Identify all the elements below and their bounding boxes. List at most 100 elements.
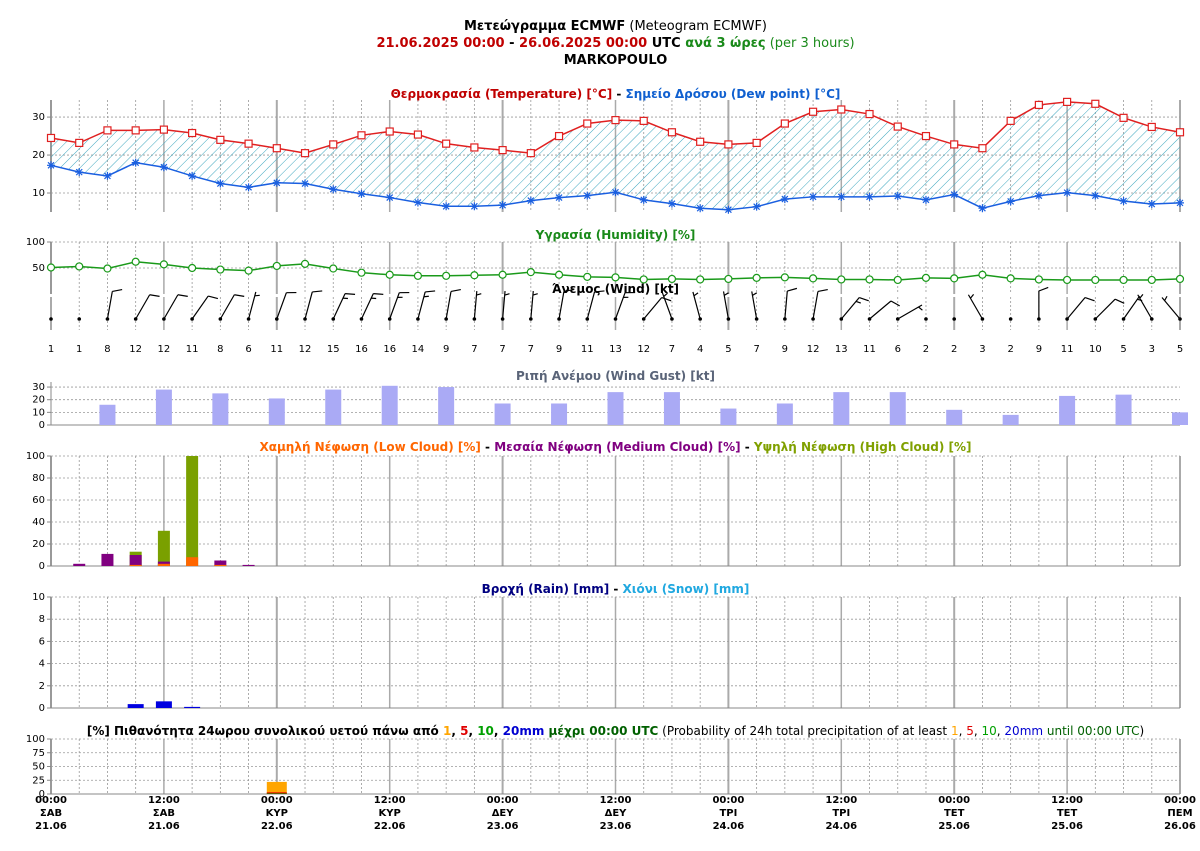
barb-staff bbox=[869, 300, 892, 320]
marker bbox=[46, 263, 56, 272]
marker bbox=[1034, 100, 1043, 110]
y-tick-label: 60 bbox=[32, 495, 45, 506]
x-tick-label: ΣΑΒ bbox=[153, 808, 175, 819]
barb-half bbox=[532, 293, 538, 296]
wind-speed-label: 9 bbox=[556, 344, 562, 355]
wind-barb bbox=[895, 304, 923, 321]
wind-barb bbox=[49, 317, 53, 321]
marker bbox=[1147, 122, 1156, 132]
wind-barb bbox=[924, 317, 928, 321]
marker bbox=[780, 195, 789, 204]
y-tick-label: 20 bbox=[32, 539, 45, 550]
title-part: - bbox=[741, 440, 754, 454]
wind-barb bbox=[218, 294, 245, 321]
barb-flag bbox=[425, 290, 436, 293]
x-tick-label: 12:00 bbox=[374, 795, 406, 806]
title-part: , bbox=[974, 724, 982, 738]
wind-barb bbox=[811, 288, 828, 321]
y-tick-label: 100 bbox=[26, 451, 45, 462]
title-part: 10 bbox=[477, 724, 494, 738]
title-part: - bbox=[481, 440, 494, 454]
title-part: Χαμηλή Νέφωση (Low Cloud) [%] bbox=[259, 440, 480, 454]
marker bbox=[1062, 275, 1072, 285]
marker bbox=[1119, 275, 1128, 285]
wind-barb bbox=[529, 291, 538, 321]
marker bbox=[103, 126, 112, 135]
wind-barb bbox=[105, 288, 123, 321]
barb-half bbox=[855, 300, 862, 304]
marker bbox=[780, 273, 789, 282]
marker bbox=[75, 262, 84, 271]
marker bbox=[188, 128, 197, 138]
y-tick-label: 0 bbox=[39, 703, 45, 714]
panel-title: Ριπή Ανέμου (Wind Gust) [kt] bbox=[516, 369, 715, 383]
wind-barb bbox=[77, 317, 82, 321]
barb-staff bbox=[106, 291, 113, 320]
marker bbox=[498, 201, 507, 210]
marker bbox=[159, 163, 168, 172]
x-tick-label: 25.06 bbox=[938, 821, 970, 832]
marker bbox=[244, 183, 253, 192]
marker bbox=[1147, 200, 1156, 209]
wind-barb bbox=[387, 291, 410, 321]
wind-barb bbox=[585, 290, 605, 321]
bar bbox=[663, 392, 680, 425]
marker bbox=[554, 270, 564, 279]
title-part: Μετεώγραμμα ECMWF bbox=[464, 19, 625, 34]
title-part: Θερμοκρασία (Temperature) [°C] bbox=[391, 87, 613, 101]
bar bbox=[268, 398, 285, 425]
y-tick-label: 20 bbox=[32, 395, 45, 406]
marker bbox=[1006, 274, 1015, 283]
wind-barb bbox=[967, 293, 985, 321]
wind-speed-label: 9 bbox=[782, 344, 788, 355]
barb-base bbox=[49, 317, 53, 321]
panel-title: Χαμηλή Νέφωση (Low Cloud) [%] - Μεσαία Ν… bbox=[259, 440, 971, 454]
barb-staff bbox=[276, 292, 287, 320]
barb-staff bbox=[473, 291, 478, 320]
barb-staff bbox=[586, 291, 596, 320]
marker bbox=[498, 270, 507, 279]
marker bbox=[329, 140, 338, 149]
wind-barb bbox=[722, 291, 731, 321]
marker bbox=[498, 146, 507, 155]
bar bbox=[186, 456, 199, 566]
barb-staff bbox=[502, 291, 506, 320]
barb-staff bbox=[784, 291, 788, 320]
x-tick-label: 12:00 bbox=[148, 795, 180, 806]
title-part: , bbox=[451, 724, 460, 738]
bar bbox=[833, 392, 850, 425]
title-part: 20mm bbox=[1004, 724, 1043, 738]
wind-speed-label: 9 bbox=[443, 344, 449, 355]
marker bbox=[724, 140, 733, 149]
x-tick-label: 00:00 bbox=[1164, 795, 1196, 806]
marker bbox=[470, 271, 479, 280]
barb-staff bbox=[751, 291, 758, 320]
marker bbox=[1176, 198, 1184, 207]
marker bbox=[639, 116, 648, 125]
marker bbox=[385, 270, 394, 279]
x-tick-label: 21.06 bbox=[35, 821, 67, 832]
marker bbox=[300, 259, 310, 268]
wind-speed-label: 13 bbox=[609, 344, 622, 355]
title-part: 5 bbox=[966, 724, 974, 738]
barb-flag bbox=[208, 295, 219, 300]
y-tick-label: 75 bbox=[32, 748, 45, 759]
marker bbox=[1119, 196, 1128, 205]
marker bbox=[1006, 116, 1015, 125]
marker bbox=[1091, 191, 1100, 200]
barb-flag bbox=[787, 287, 798, 292]
marker bbox=[413, 130, 423, 139]
marker bbox=[950, 274, 959, 283]
marker bbox=[667, 199, 676, 208]
marker bbox=[837, 105, 846, 114]
wind-speed-label: 3 bbox=[979, 344, 985, 355]
bar bbox=[551, 403, 568, 425]
marker bbox=[808, 274, 818, 283]
barb-flag bbox=[112, 288, 123, 293]
marker bbox=[244, 139, 253, 148]
wind-barb bbox=[500, 291, 510, 321]
barb-base bbox=[1008, 317, 1013, 321]
marker bbox=[1063, 188, 1072, 197]
marker bbox=[413, 271, 423, 280]
wind-barb bbox=[783, 287, 798, 321]
